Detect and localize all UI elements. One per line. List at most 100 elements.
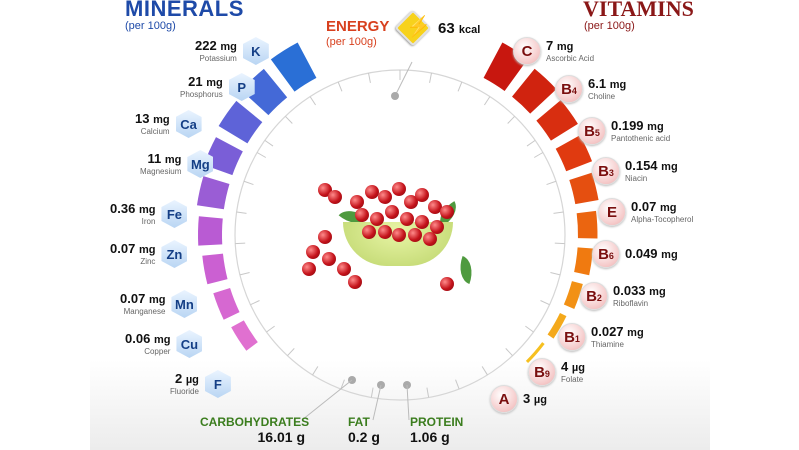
nutrient-bar-segment [218,100,263,144]
mineral-symbol-hexagon-icon: F [204,370,231,398]
mineral-item: 0.07 mg Manganese Mn [120,290,198,318]
macro-fat: FAT 0.2 g [348,415,408,445]
vitamins-title: VITAMINS [583,0,694,21]
nutrient-bar-segment [198,216,223,246]
mineral-name: Iron [141,216,156,226]
mineral-item: 11 mg Magnesium Mg [140,150,214,178]
nutrient-bar-segment [231,320,258,351]
macro-protein: PROTEIN 1.06 g [410,415,480,445]
mineral-symbol-hexagon-icon: Cu [176,330,203,358]
nutrient-bar-segment [576,210,598,239]
mineral-amount: 222 mg [195,37,237,53]
mineral-item: 2 µg Fluoride F [170,370,231,398]
vitamin-item: B 4 6.1 mg Choline [555,75,626,103]
mineral-name: Copper [144,346,171,356]
mineral-name: Fluoride [170,386,199,396]
vitamin-item: B 6 0.049 mg [592,240,678,268]
macro-label: CARBOHYDRATES [200,415,310,429]
vitamin-name: Folate [561,374,584,384]
vitamin-amount: 0.027 mg [591,323,644,339]
nutrient-bar-segment [196,176,230,210]
mineral-amount: 11 mg [147,150,182,166]
energy-value: 63 kcal [438,20,480,37]
vitamins-subtitle: (per 100g) [584,20,635,32]
vitamin-amount: 4 µg [561,358,585,374]
vitamin-item: B 5 0.199 mg Pantothenic acid [578,117,670,145]
vitamin-badge-icon: E [598,198,626,226]
vitamin-name: Thiamine [591,339,624,349]
mineral-item: 222 mg Potassium K [195,37,269,65]
minerals-title: MINERALS [125,0,244,21]
vitamin-amount: 3 µg [523,390,547,406]
energy-unit: kcal [458,24,481,36]
mineral-symbol-hexagon-icon: K [242,37,269,65]
vitamin-item: C 7 mg Ascorbic Acid [513,37,594,65]
energy-number: 63 [438,20,455,37]
vitamin-badge-icon: A [490,385,518,413]
energy-node [391,92,399,100]
vitamin-amount: 7 mg [546,37,574,53]
mineral-symbol-hexagon-icon: Fe [161,200,188,228]
nutrient-bar-segment [574,247,593,276]
nutrient-bar-segment [536,100,578,141]
mineral-item: 0.06 mg Copper Cu [125,330,203,358]
nutrient-bar-segment [203,137,243,176]
macro-carbohydrates: CARBOHYDRATES 16.01 g [200,415,310,445]
mineral-amount: 21 mg [188,73,223,89]
macro-value: 0.2 g [348,429,380,445]
mineral-symbol-hexagon-icon: Mg [187,150,214,178]
minerals-subtitle: (per 100g) [125,20,176,32]
vitamin-amount: 0.199 mg [611,117,664,133]
mineral-item: 21 mg Phosphorus P [180,73,255,101]
mineral-name: Phosphorus [180,89,223,99]
nutrient-bar-segment [525,342,545,364]
mineral-amount: 13 mg [135,110,170,126]
mineral-amount: 0.07 mg [110,240,156,256]
vitamin-name: Alpha-Tocopherol [631,214,694,224]
vitamin-item: B 2 0.033 mg Riboflavin [580,282,666,310]
mineral-symbol-hexagon-icon: P [228,73,255,101]
nutrient-bar-segment [547,313,567,339]
nutrient-bar-segment [569,172,599,205]
nutrient-bar-segment [555,135,593,172]
vitamin-amount: 0.07 mg [631,198,677,214]
mineral-amount: 0.07 mg [120,290,166,306]
nutrient-bar-segment [202,253,228,285]
macro-label: PROTEIN [410,415,464,429]
mineral-amount: 0.06 mg [125,330,171,346]
mineral-name: Potassium [199,53,237,63]
mineral-amount: 0.36 mg [110,200,156,216]
mineral-symbol-hexagon-icon: Zn [161,240,188,268]
macro-value: 1.06 g [410,429,450,445]
mineral-item: 0.07 mg Zinc Zn [110,240,188,268]
vitamin-item: B 3 0.154 mg Niacin [592,157,678,185]
energy-subtitle: (per 100g) [326,36,377,48]
mineral-item: 13 mg Calcium Ca [135,110,202,138]
vitamin-name: Choline [588,91,616,101]
energy-title: ENERGY [326,18,390,35]
lightning-bolt-icon: ⚡ [406,16,431,38]
mineral-symbol-hexagon-icon: Mn [171,290,198,318]
mineral-name: Zinc [140,256,156,266]
vitamin-name: Ascorbic Acid [546,53,595,63]
vitamin-name: Niacin [625,173,648,183]
nutrient-bar-segment [563,281,583,309]
vitamin-amount: 6.1 mg [588,75,627,91]
vitamin-name: Pantothenic acid [611,133,671,143]
vitamin-badge-icon: C [513,37,541,65]
macro-value: 16.01 g [257,429,306,445]
mineral-name: Magnesium [140,166,182,176]
vitamin-amount: 0.154 mg [625,157,678,173]
mineral-name: Manganese [123,306,166,316]
vitamin-item: A 3 µg [490,385,547,413]
nutrient-bar-segment [512,68,557,114]
nutrient-bar-segment [213,288,240,320]
